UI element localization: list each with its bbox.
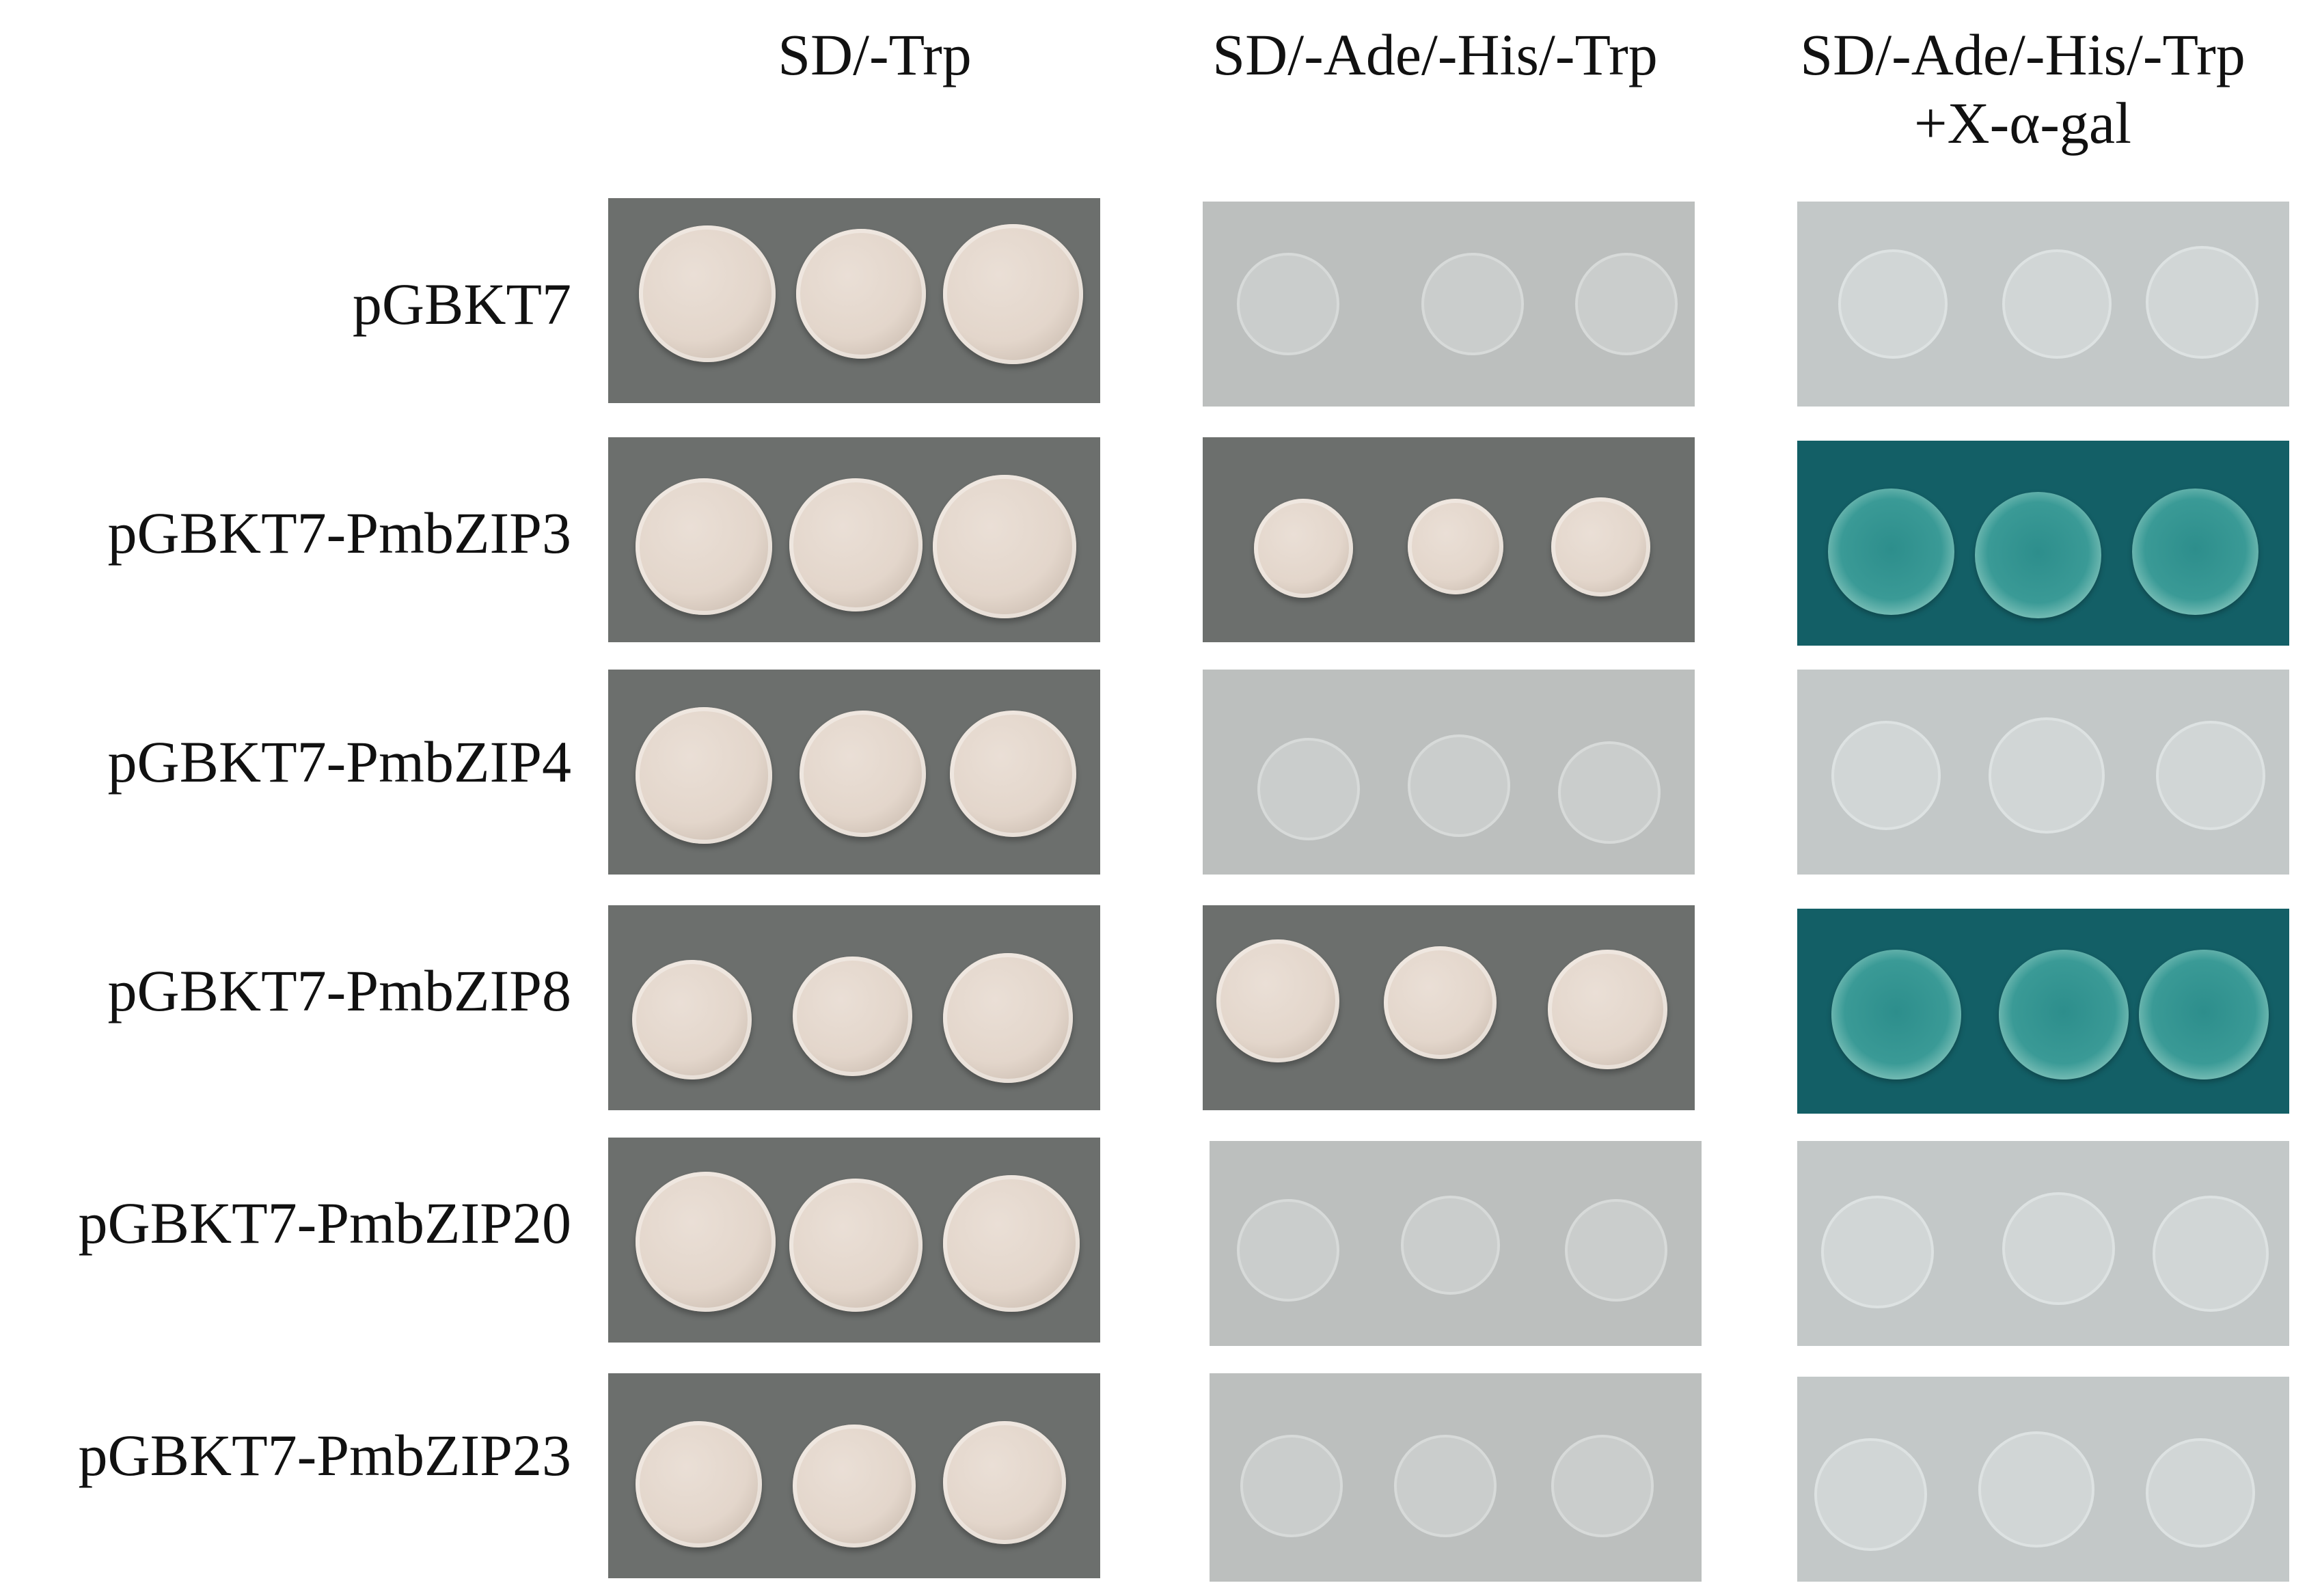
- plate-photo: [608, 198, 1100, 403]
- plate-photo: [1797, 1141, 2289, 1346]
- column-header-sd-ade-his-trp: SD/-Ade/-His/-Trp: [1162, 20, 1708, 89]
- plate-photo: [1203, 905, 1695, 1110]
- column-header-sd-ade-his-trp-xgal: SD/-Ade/-His/-Trp +X-α-gal: [1749, 20, 2296, 157]
- plate-photo: [1203, 202, 1695, 407]
- column-header-sd-trp: SD/-Trp: [731, 20, 1018, 89]
- column-header-text: SD/-Trp: [778, 22, 972, 87]
- plate-photo: [1210, 1141, 1702, 1346]
- plate-photo: [608, 437, 1100, 642]
- plate-photo: [1203, 437, 1695, 642]
- plate-photo: [1797, 909, 2289, 1114]
- plate-photo: [1797, 202, 2289, 407]
- row-label: pGBKT7-PmbZIP20: [78, 1190, 571, 1256]
- plate-photo: [1797, 670, 2289, 875]
- row-label: pGBKT7-PmbZIP3: [107, 500, 571, 566]
- plate-photo: [1203, 670, 1695, 875]
- plate-photo: [608, 905, 1100, 1110]
- plate-photo: [1210, 1373, 1702, 1582]
- row-label: pGBKT7-PmbZIP23: [78, 1422, 571, 1488]
- column-header-text: SD/-Ade/-His/-Trp: [1800, 22, 2245, 87]
- plate-photo: [608, 1138, 1100, 1343]
- column-header-text: SD/-Ade/-His/-Trp: [1212, 22, 1658, 87]
- plate-photo: [608, 670, 1100, 875]
- plate-photo: [1797, 441, 2289, 646]
- row-label: pGBKT7-PmbZIP4: [107, 729, 571, 795]
- plate-photo: [1797, 1377, 2289, 1582]
- column-header-subtext: +X-α-gal: [1913, 90, 2131, 156]
- plate-photo: [608, 1373, 1100, 1578]
- row-label: pGBKT7: [352, 271, 571, 337]
- row-label: pGBKT7-PmbZIP8: [107, 958, 571, 1023]
